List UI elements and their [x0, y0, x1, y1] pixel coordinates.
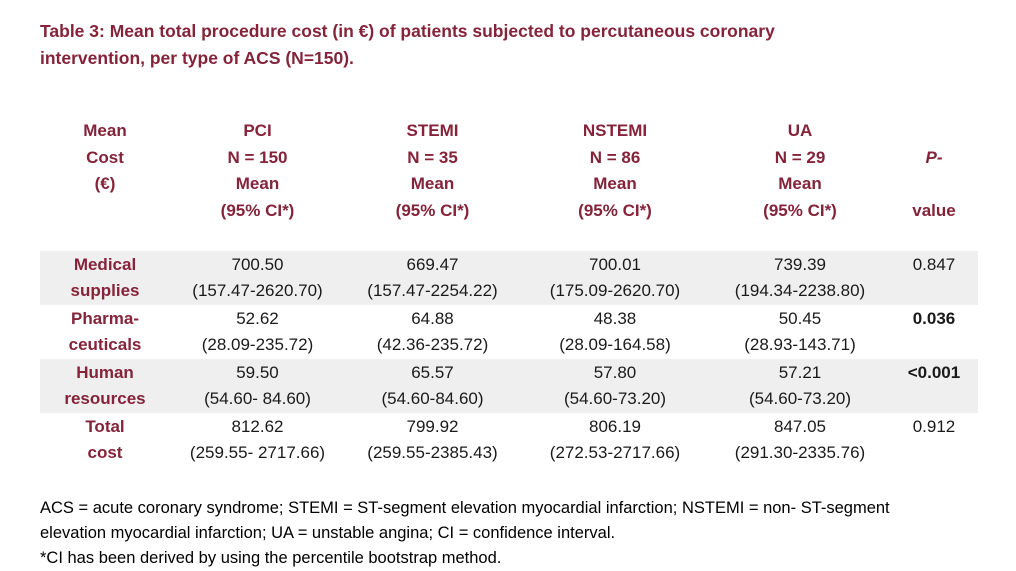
cell-ua: 57.21 (54.60-73.20): [710, 358, 890, 413]
cell-mean: 57.21: [778, 362, 822, 382]
cell-mean: 59.50: [236, 362, 279, 382]
header-nstemi: NSTEMI N = 86 Mean (95% CI*): [578, 121, 652, 220]
row-label: Pharma- ceuticals: [68, 308, 142, 354]
cell-ci: (194.34-2238.80): [734, 280, 866, 300]
cell-nstemi: 806.19 (272.53-2717.66): [520, 413, 710, 467]
cell-ci: (259.55-2385.43): [367, 442, 498, 462]
cell-mean: 57.80: [593, 362, 637, 382]
table-row-total-cost: Total cost 812.62 (259.55- 2717.66) 799.…: [40, 413, 978, 467]
header-row: Mean Cost (€) PCI N = 150 Mean (95% CI*)…: [40, 118, 978, 251]
cell-pci: 59.50 (54.60- 84.60): [170, 358, 345, 413]
cell-ci: (54.60-73.20): [748, 388, 852, 408]
cell-p-value: 0.847: [890, 250, 978, 305]
cell-nstemi: 700.01 (175.09-2620.70): [520, 250, 710, 305]
table-row-pharmaceuticals: Pharma- ceuticals 52.62 (28.09-235.72) 6…: [40, 305, 978, 359]
cell-ci: (157.47-2620.70): [192, 280, 323, 300]
cell-ci: (291.30-2335.76): [734, 442, 866, 462]
cell-ci: (272.53-2717.66): [549, 442, 681, 462]
cell-ci: (175.09-2620.70): [549, 280, 681, 300]
cell-ci: (54.60- 84.60): [204, 388, 311, 408]
header-ua: UA N = 29 Mean (95% CI*): [763, 121, 837, 220]
row-label: Total cost: [85, 416, 125, 462]
p-value-header-line2: value: [912, 200, 956, 220]
cell-stemi: 65.57 (54.60-84.60): [345, 358, 520, 413]
cell-pci: 700.50 (157.47-2620.70): [170, 250, 345, 305]
cell-p-value: <0.001: [890, 358, 978, 413]
row-label: Medical supplies: [40, 250, 170, 305]
cell-ci: (28.09-235.72): [201, 334, 314, 354]
p-value-header-line1: P-: [925, 147, 943, 167]
cell-p-value: 0.912: [912, 416, 956, 436]
cell-stemi: 799.92 (259.55-2385.43): [345, 413, 520, 467]
cell-mean: 64.88: [411, 308, 454, 328]
cell-ci: (54.60-84.60): [381, 388, 484, 408]
cell-mean: 700.50: [231, 254, 284, 274]
row-label: Human resources: [40, 358, 170, 413]
footnote-abbreviations: ACS = acute coronary syndrome; STEMI = S…: [40, 498, 890, 542]
cell-nstemi: 57.80 (54.60-73.20): [520, 358, 710, 413]
table-row-medical-supplies: Medical supplies 700.50 (157.47-2620.70)…: [40, 250, 978, 305]
cell-mean: 65.57: [411, 362, 454, 382]
cell-ci: (42.36-235.72): [376, 334, 489, 354]
cell-mean: 806.19: [589, 416, 641, 436]
footnote-ci-method: *CI has been derived by using the percen…: [40, 548, 502, 567]
table-caption: Table 3: Mean total procedure cost (in €…: [40, 21, 775, 68]
cell-ci: (28.09-164.58): [559, 334, 671, 354]
cell-ua: 847.05 (291.30-2335.76): [710, 413, 890, 467]
cell-mean: 812.62: [231, 416, 284, 436]
cell-mean: 669.47: [406, 254, 459, 274]
cell-mean: 799.92: [406, 416, 459, 436]
cell-mean: 847.05: [774, 416, 826, 436]
cell-pci: 52.62 (28.09-235.72): [170, 305, 345, 359]
cell-mean: 700.01: [589, 254, 641, 274]
cell-ci: (54.60-73.20): [563, 388, 667, 408]
table-row-human-resources: Human resources 59.50 (54.60- 84.60) 65.…: [40, 358, 978, 413]
cell-pci: 812.62 (259.55- 2717.66): [170, 413, 345, 467]
cell-ci: (259.55- 2717.66): [189, 442, 326, 462]
header-pci: PCI N = 150 Mean (95% CI*): [220, 121, 295, 220]
header-p-value: P- value: [890, 118, 978, 251]
cell-mean: 52.62: [236, 308, 279, 328]
cell-ua: 739.39 (194.34-2238.80): [710, 250, 890, 305]
cell-stemi: 669.47 (157.47-2254.22): [345, 250, 520, 305]
header-mean-cost: Mean Cost (€): [83, 121, 127, 193]
cell-mean: 739.39: [774, 254, 826, 274]
cell-ci: (28.93-143.71): [744, 334, 856, 354]
cell-nstemi: 48.38 (28.09-164.58): [520, 305, 710, 359]
cell-stemi: 64.88 (42.36-235.72): [345, 305, 520, 359]
cell-ci: (157.47-2254.22): [367, 280, 498, 300]
cost-table: Mean Cost (€) PCI N = 150 Mean (95% CI*)…: [40, 118, 978, 467]
header-stemi: STEMI N = 35 Mean (95% CI*): [395, 121, 470, 220]
cell-p-value: 0.036: [912, 308, 956, 328]
cell-mean: 48.38: [593, 308, 637, 328]
cell-ua: 50.45 (28.93-143.71): [710, 305, 890, 359]
cell-mean: 50.45: [778, 308, 822, 328]
